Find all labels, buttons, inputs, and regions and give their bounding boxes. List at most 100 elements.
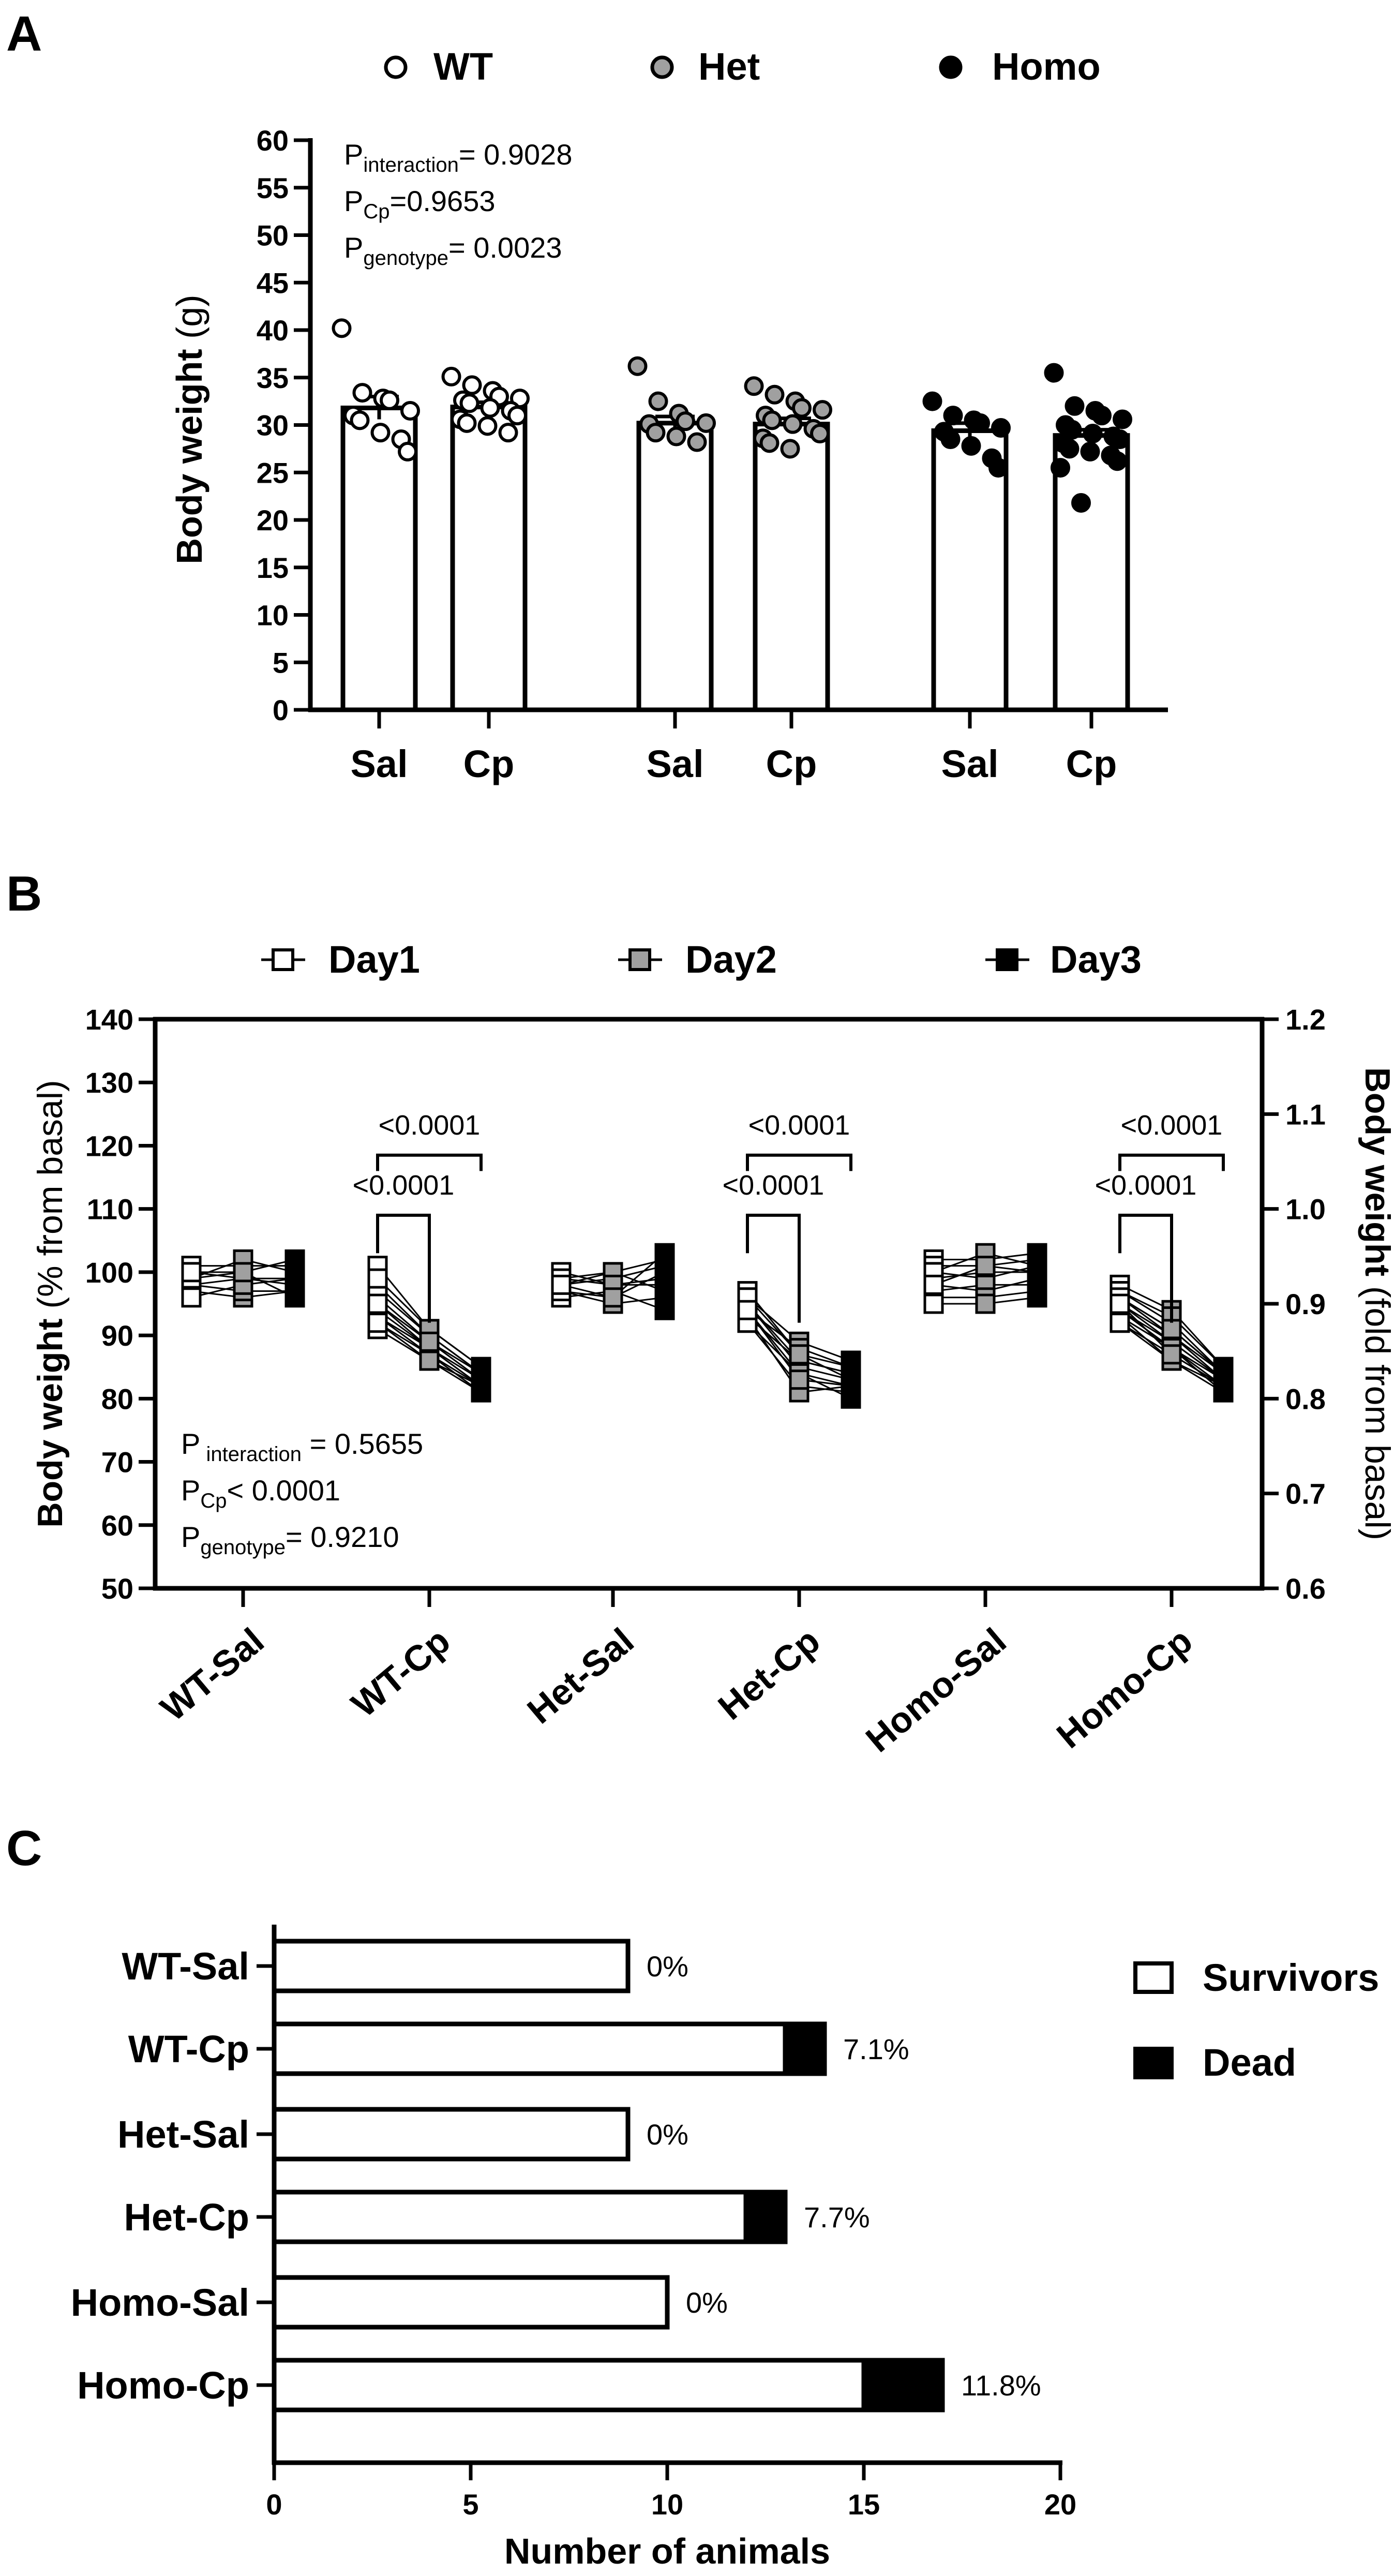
panel-a-legend: WT Het Homo	[384, 45, 1101, 88]
stat-value: < 0.0001	[227, 1474, 341, 1507]
y-tick-label: WT-Sal	[122, 1945, 249, 1988]
data-point	[477, 416, 498, 436]
data-point	[367, 1313, 388, 1333]
data-label: 7.1%	[843, 2033, 909, 2065]
y-tick-label: 20	[257, 504, 289, 537]
data-point	[654, 1268, 675, 1289]
data-point	[1110, 429, 1130, 450]
data-point	[841, 1376, 861, 1396]
legend-day1-marker	[272, 948, 294, 971]
data-point	[789, 1369, 810, 1390]
y-tick-label-right: 0.7	[1285, 1478, 1326, 1510]
legend-het-label: Het	[698, 45, 760, 88]
panel-a-plot: 0 5 10 15 20 25 30 35 40 45 50 55 60 Sal Cp Sal Cp Sal Cp	[257, 124, 1168, 785]
bar-survivors	[272, 2190, 748, 2244]
y-tick-label: 15	[257, 552, 289, 584]
significance-label: <0.0001	[1121, 1110, 1223, 1141]
y-tick-label: Homo-Cp	[77, 2364, 249, 2407]
data-point	[1107, 451, 1127, 471]
x-tick-label: Sal	[646, 742, 703, 785]
stat-p: P	[181, 1427, 200, 1460]
x-tick-label: WT-Sal	[153, 1620, 272, 1729]
y-tick-label: 35	[257, 362, 289, 394]
x-tick-label: Homo-Cp	[1049, 1620, 1200, 1756]
x-tick-label: 5	[462, 2488, 478, 2521]
stat-sub: genotype	[363, 247, 448, 270]
data-point	[783, 414, 803, 434]
data-point	[943, 406, 963, 426]
y-tick-label-right: 0.9	[1285, 1288, 1326, 1320]
data-point	[961, 436, 981, 456]
legend-wt-marker	[384, 55, 408, 79]
data-point	[923, 1274, 944, 1295]
data-point	[1110, 1313, 1130, 1333]
data-point	[350, 410, 370, 430]
data-point	[398, 441, 417, 461]
data-point	[462, 375, 482, 395]
panel-b-stat-interaction: P interaction = 0.5655	[181, 1427, 423, 1466]
panel-a-stat-genotype: Pgenotype= 0.0023	[344, 231, 562, 270]
data-point	[970, 413, 990, 433]
stat-value: =0.9653	[390, 185, 496, 217]
x-tick-label: WT-Cp	[344, 1620, 458, 1725]
stat-p: P	[181, 1521, 200, 1553]
data-point	[940, 429, 961, 450]
data-point	[400, 400, 420, 421]
panel-b-ylabel-right-main: Body weight	[1358, 1067, 1394, 1276]
y-tick-label: Homo-Sal	[71, 2281, 249, 2324]
data-point	[367, 1293, 388, 1314]
legend-survivors-swatch	[1133, 1961, 1174, 1994]
data-label: 7.7%	[804, 2201, 870, 2233]
stat-p: P	[181, 1474, 200, 1507]
data-point	[1092, 406, 1112, 426]
data-point	[332, 318, 352, 338]
bar-dead	[743, 2190, 788, 2244]
stat-sub: Cp	[200, 1490, 227, 1512]
data-point	[1161, 1319, 1182, 1339]
data-point	[480, 398, 500, 418]
data-point	[762, 410, 782, 430]
significance-bracket	[1118, 1213, 1173, 1323]
data-point	[765, 384, 785, 405]
stat-sub: genotype	[200, 1536, 286, 1559]
data-point	[654, 1243, 675, 1263]
y-tick-label-left: 80	[101, 1382, 133, 1415]
y-tick-label: 0	[273, 694, 289, 726]
data-point	[181, 1287, 202, 1308]
data-point	[457, 413, 477, 433]
data-point	[1044, 363, 1064, 383]
panel-b-legend: Day1 Day2 Day3	[261, 938, 1142, 981]
x-tick-label: 0	[266, 2488, 282, 2521]
legend-day2-label: Day2	[685, 938, 777, 981]
y-tick-label: 60	[257, 124, 289, 157]
y-tick-label-right: 1.1	[1285, 1098, 1326, 1130]
data-point	[666, 426, 686, 446]
panel-a-stats: Pinteraction= 0.9028 PCp=0.9653 Pgenotyp…	[344, 138, 572, 270]
stat-value: = 0.9210	[286, 1521, 399, 1553]
x-tick-label: Cp	[766, 742, 817, 785]
data-point	[627, 356, 648, 376]
legend-day3-label: Day3	[1050, 938, 1142, 981]
bar-dead	[861, 2358, 945, 2413]
data-point	[744, 376, 764, 396]
significance-label: <0.0001	[723, 1170, 825, 1201]
stat-value: = 0.0023	[448, 231, 562, 264]
data-point	[284, 1287, 305, 1308]
panel-a-ylabel-main: Body weight	[169, 349, 209, 564]
data-point	[1080, 441, 1100, 461]
data-point	[1113, 409, 1132, 429]
x-tick-label: Homo-Sal	[858, 1620, 1013, 1760]
data-point	[737, 1300, 758, 1320]
panel-b-stats: P interaction = 0.5655 PCp< 0.0001 Pgeno…	[181, 1427, 423, 1559]
y-tick-label-left: 130	[85, 1066, 133, 1099]
y-tick-label: 50	[257, 219, 289, 252]
stat-value: = 0.5655	[302, 1427, 423, 1460]
data-point	[991, 418, 1011, 438]
legend-day1-label: Day1	[328, 938, 420, 981]
significance-label: <0.0001	[353, 1170, 455, 1201]
legend-het-marker	[650, 55, 674, 79]
data-point	[646, 423, 666, 443]
bar	[1053, 433, 1130, 712]
x-tick-label: 15	[848, 2488, 880, 2521]
